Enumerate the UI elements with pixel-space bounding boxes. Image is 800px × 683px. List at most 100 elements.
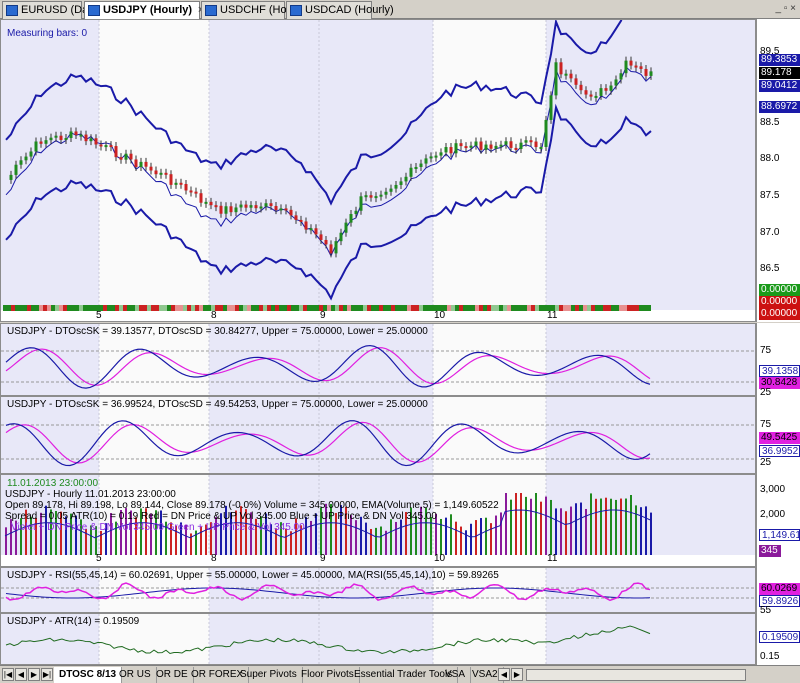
atr-axis[interactable]: 0.19509 0.15: [756, 613, 800, 665]
signal-strip-cell: [571, 305, 575, 311]
candle-body: [194, 191, 198, 194]
signal-strip-cell: [623, 305, 627, 311]
tab-or-de[interactable]: OR DE: [151, 667, 194, 683]
vsa-pane[interactable]: 11.01.2013 23:00:00 USDJPY - Hourly 11.0…: [0, 474, 756, 567]
dtosc-chart-2: [1, 397, 755, 473]
window-controls[interactable]: _ ▫ ×: [775, 3, 796, 14]
last-tab-icon[interactable]: ▶|: [41, 668, 53, 681]
dtosc-pane-2[interactable]: USDJPY - DTOscSK = 36.99524, DTOscSD = 4…: [0, 396, 756, 474]
tab-usdjpy-hourly[interactable]: USDJPY (Hourly)×: [84, 1, 204, 20]
tab-essential-trader-tools[interactable]: Essential Trader Tools: [349, 667, 459, 683]
candle-body: [254, 205, 258, 209]
time-axis-2: 5 8 9 10 11: [0, 553, 756, 566]
tab-or-forex[interactable]: OR FOREX: [186, 667, 250, 683]
signal-strip-cell: [103, 305, 107, 311]
candle-body: [634, 65, 638, 68]
axis-tick: 75: [760, 345, 772, 356]
candle-body: [439, 152, 443, 156]
signal-strip-cell: [151, 305, 155, 311]
volume-bar: [480, 518, 482, 555]
volume-bar: [300, 525, 302, 555]
candle-body: [534, 141, 538, 148]
candle-body: [174, 182, 178, 185]
tab-eurusd-daily[interactable]: EURUSD (Daily): [2, 1, 102, 19]
signal-strip-cell: [203, 305, 207, 311]
signal-strip-cell: [239, 305, 243, 311]
volume-bar: [635, 505, 637, 555]
tab-or-us[interactable]: OR US: [114, 667, 157, 683]
time-axis: 5 8 9 10 11: [0, 310, 756, 323]
session-shade: [99, 324, 209, 395]
candle-body: [349, 214, 353, 223]
candle-body: [499, 144, 503, 147]
candle-body: [524, 140, 528, 143]
volume-bar: [70, 513, 72, 555]
day-label: 8: [211, 310, 217, 321]
volume-bar: [240, 506, 242, 555]
prev-tab-icon[interactable]: ◀: [15, 668, 27, 681]
signal-strip-cell: [643, 305, 647, 311]
rsi-chart: [1, 568, 755, 612]
candle-body: [104, 145, 108, 148]
volume-bar: [35, 517, 37, 555]
signal-strip-cell: [47, 305, 51, 311]
volume-bar: [450, 514, 452, 555]
last-price-value: 89.178: [759, 67, 800, 79]
dtosc-axis-1[interactable]: 75 39.1358 30.8428 25: [756, 323, 800, 396]
signal-strip-cell: [503, 305, 507, 311]
signal-strip-cell: [463, 305, 467, 311]
session-shade: [433, 475, 546, 555]
candle-body: [479, 141, 483, 150]
atr-pane[interactable]: USDJPY - ATR(14) = 0.19509: [0, 613, 756, 665]
volume-bar: [600, 498, 602, 555]
volume-bar: [105, 523, 107, 555]
tab-super-pivots[interactable]: Super Pivots: [235, 667, 303, 683]
dtosc-axis-2[interactable]: 75 49.5425 36.9952 25: [756, 396, 800, 474]
signal-strip-cell: [539, 305, 543, 311]
chart-icon: [205, 5, 217, 16]
signal-strip-cell: [631, 305, 635, 311]
signal-strip-cell: [155, 305, 159, 311]
day-label: 10: [434, 310, 446, 321]
rsi-pane[interactable]: USDJPY - RSI(55,45,14) = 60.02691, Upper…: [0, 567, 756, 613]
candle-body: [224, 206, 228, 214]
signal-strip-cell: [379, 305, 383, 311]
signal-strip-cell: [187, 305, 191, 311]
dtosc-sd-value: 30.8428: [759, 377, 800, 389]
atr-line: [5, 625, 651, 655]
tab-vsa[interactable]: VSA: [440, 667, 472, 683]
next-tab-icon[interactable]: ▶: [28, 668, 40, 681]
price-tick: 89.5: [760, 46, 780, 57]
signal-strip-cell: [275, 305, 279, 311]
dtosc-pane-1[interactable]: USDJPY - DTOscSK = 39.13577, DTOscSD = 3…: [0, 323, 756, 396]
volume-bar: [560, 508, 562, 555]
dtosc-sk-value: 39.1358: [759, 365, 800, 377]
candle-body: [99, 144, 103, 147]
horizontal-scrollbar[interactable]: [526, 669, 746, 681]
signal-strip-cell: [519, 305, 523, 311]
tab-scroll-left-icon[interactable]: ◀: [498, 668, 510, 681]
volume-axis[interactable]: 3,000 2,000 1,149.61 345: [756, 474, 800, 567]
volume-bar: [540, 501, 542, 555]
day-label: 11: [547, 553, 558, 564]
tab-usdchf-hourly[interactable]: USDCHF (Hourly): [201, 1, 308, 19]
first-tab-icon[interactable]: |◀: [2, 668, 14, 681]
candle-body: [589, 94, 593, 97]
volume-bar: [265, 513, 267, 555]
tab-scroll-right-icon[interactable]: ▶: [511, 668, 523, 681]
rsi-axis[interactable]: 60.0269 59.8926 55: [756, 567, 800, 613]
price-pane[interactable]: Measuring bars: 0: [0, 19, 756, 322]
volume-bar: [75, 515, 77, 555]
tab-floor-pivots[interactable]: Floor Pivots: [296, 667, 360, 683]
volume-bar: [285, 528, 287, 555]
candle-body: [404, 176, 408, 182]
volume-bar: [245, 509, 247, 555]
tab-usdcad-hourly[interactable]: USDCAD (Hourly): [286, 1, 394, 19]
candle-body: [429, 156, 433, 159]
candle-body: [124, 153, 128, 160]
volume-bar: [340, 505, 342, 555]
dtosc-sd-line: [5, 421, 651, 464]
tab-dtosc[interactable]: DTOSC 8/13: [54, 667, 123, 683]
volume-bar: [585, 508, 587, 555]
price-axis[interactable]: 89.5 88.5 88.0 87.5 87.0 86.5 89.3853 89…: [756, 19, 800, 322]
